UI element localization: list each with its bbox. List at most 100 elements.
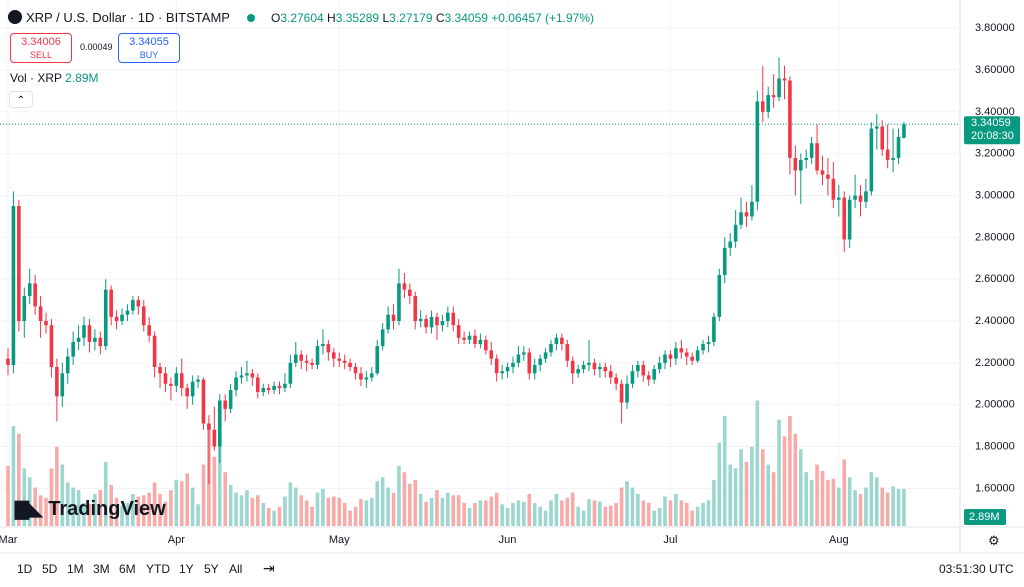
y-tick-label: 2.00000 <box>975 399 1015 411</box>
volume-bar <box>484 500 488 526</box>
volume-bar <box>326 497 331 526</box>
volume-bar <box>11 426 16 526</box>
symbol-title[interactable]: XRP / U.S. Dollar · 1D · BITSTAMP <box>26 10 230 25</box>
logo-mark: ▇◣ <box>15 499 43 519</box>
volume-bar <box>636 493 640 526</box>
candle-body <box>902 124 906 138</box>
buy-price: 3.34055 <box>129 36 169 48</box>
volume-bar <box>674 493 678 526</box>
volume-bar <box>478 500 483 526</box>
candle-body <box>869 128 874 192</box>
volume-bar <box>169 490 173 526</box>
settings-button[interactable]: ⚙ <box>988 533 1000 548</box>
candle-body <box>788 80 792 158</box>
candle-body <box>614 377 618 384</box>
volume-bar <box>456 495 461 526</box>
volume-bar <box>293 487 298 526</box>
candle-body <box>473 335 477 345</box>
candle-body <box>478 339 483 345</box>
ohlc-close: 3.34059 <box>444 11 488 25</box>
volume-bar <box>760 449 765 526</box>
candle-body <box>440 321 445 326</box>
volume-bar <box>201 464 206 526</box>
candle-body <box>299 354 304 361</box>
range-button[interactable]: 1D <box>17 562 33 576</box>
candle-body <box>864 191 868 202</box>
volume-bar <box>554 493 559 526</box>
volume-bar <box>701 502 705 526</box>
volume-bar <box>212 456 217 526</box>
volume-bar <box>750 446 754 526</box>
range-button[interactable]: 6M <box>119 562 136 576</box>
volume-bar <box>397 465 401 526</box>
volume-bar <box>370 497 374 526</box>
axes: 1.60000 1.80000 2.00000 2.20000 2.40000 2.600… <box>0 22 1020 546</box>
volume-bar <box>98 490 103 526</box>
range-button[interactable]: 5D <box>42 562 58 576</box>
candle-body <box>321 344 325 347</box>
volume-bar <box>516 500 521 526</box>
range-button[interactable]: 5Y <box>204 562 219 576</box>
candle-body <box>375 346 380 374</box>
collapse-button[interactable]: ⌃ <box>9 91 33 108</box>
candle-body <box>576 369 580 374</box>
volume-bar <box>891 486 895 526</box>
candle-body <box>120 314 124 322</box>
volume-bar <box>255 495 260 526</box>
volume-bar <box>266 508 271 526</box>
candle-body <box>283 383 287 388</box>
candle-body <box>326 344 331 353</box>
clock[interactable]: 03:51:30 UTC <box>939 562 1014 576</box>
candle-body <box>527 352 532 374</box>
ohlc-open: 3.27604 <box>280 11 324 25</box>
ohlc-label: H <box>327 11 336 25</box>
volume-bar <box>744 461 749 526</box>
volume-bar <box>375 481 380 526</box>
volume-bar <box>864 487 868 526</box>
range-button[interactable]: 1Y <box>179 562 194 576</box>
candle-body <box>581 364 586 370</box>
volume-bar <box>304 500 309 526</box>
volume-bar <box>6 465 10 526</box>
candle-body <box>733 224 738 242</box>
volume-bar <box>38 495 43 526</box>
volume-bar <box>147 492 151 526</box>
volume-bar <box>386 487 390 526</box>
candle-body <box>391 314 396 322</box>
date-range-button[interactable]: ⇥ <box>263 560 275 576</box>
candle-body <box>169 383 173 386</box>
volume-bar <box>125 502 130 526</box>
candle-body <box>353 367 358 374</box>
volume-bar <box>869 472 874 526</box>
volume-bar <box>228 485 233 526</box>
candle-body <box>663 354 667 363</box>
sell-button[interactable]: 3.34006 SELL <box>10 33 72 63</box>
volume-bar <box>418 493 423 526</box>
buy-button[interactable]: 3.34055 BUY <box>118 33 180 63</box>
candle-body <box>636 364 640 372</box>
volume-bar <box>511 502 515 526</box>
range-button[interactable]: All <box>229 562 243 576</box>
candle-body <box>798 159 803 171</box>
candle-body <box>641 364 646 376</box>
volume-bar <box>657 508 662 526</box>
candle-body <box>755 101 760 202</box>
candle-body <box>234 377 238 391</box>
range-button[interactable]: YTD <box>146 562 170 576</box>
candle-body <box>310 362 314 365</box>
y-tick-label: 3.00000 <box>975 189 1015 201</box>
ohlc-high: 3.35289 <box>335 11 380 25</box>
candle-body <box>109 289 113 317</box>
candle-body <box>337 358 342 361</box>
grid <box>0 0 960 527</box>
volume-bar <box>299 495 304 526</box>
candle-body <box>853 195 857 200</box>
candle-body <box>288 362 293 384</box>
range-button[interactable]: 1M <box>67 562 84 576</box>
symbol-row: XRP / U.S. Dollar · 1D · BITSTAMP O3.276… <box>8 10 594 25</box>
volume-bar <box>71 487 75 526</box>
volume-bar <box>33 487 37 526</box>
volume-bar <box>245 490 249 526</box>
candle-body <box>467 335 472 340</box>
range-button[interactable]: 3M <box>93 562 110 576</box>
